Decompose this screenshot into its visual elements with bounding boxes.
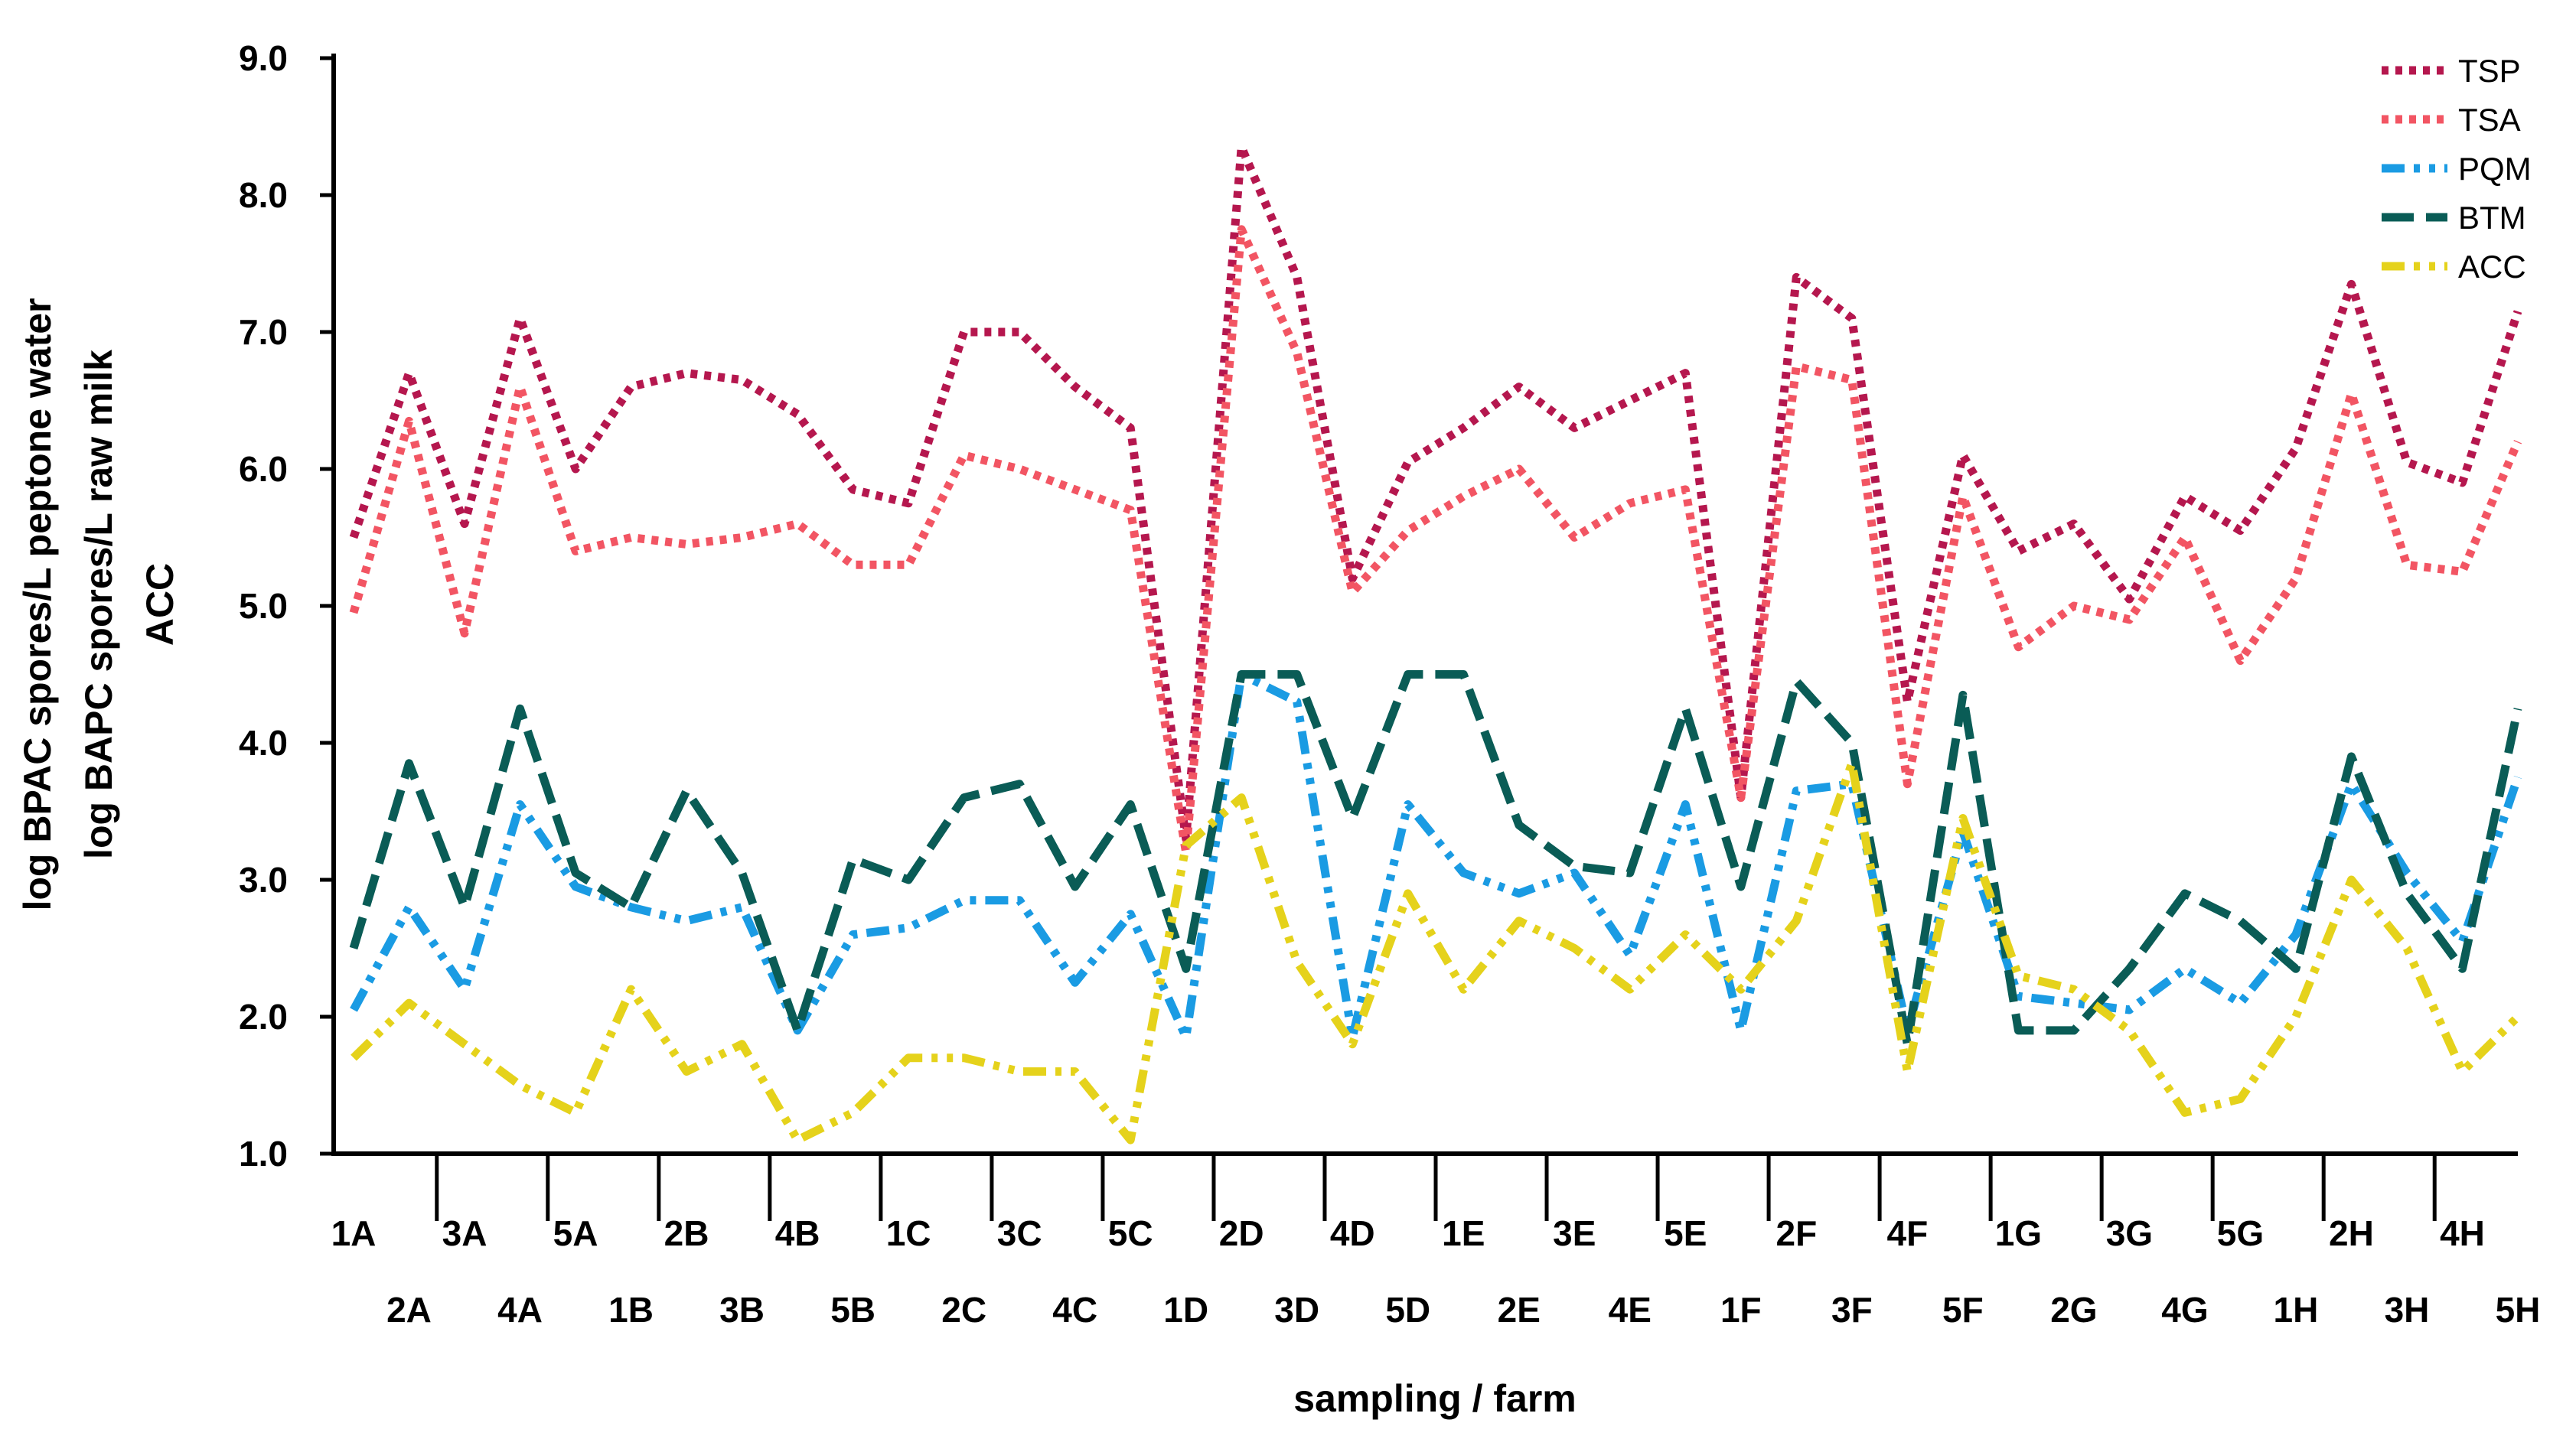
x-tick-label: 5B	[830, 1290, 876, 1330]
x-tick-label: 3B	[719, 1290, 765, 1330]
x-tick-label: 1G	[1995, 1213, 2042, 1253]
legend: TSP TSA PQM BTM ACC	[2382, 53, 2532, 285]
x-tick-label: 1E	[1442, 1213, 1485, 1253]
series-line-tsa	[349, 225, 2522, 857]
legend-label-tsp: TSP	[2458, 53, 2521, 89]
x-tick-label: 4C	[1052, 1290, 1097, 1330]
x-tick-label: 1C	[886, 1213, 931, 1253]
y-tick-label: 7.0	[239, 312, 288, 352]
x-tick-label: 5F	[1942, 1290, 1984, 1330]
x-tick-label: 5A	[553, 1213, 598, 1253]
x-tick-label: 4G	[2161, 1290, 2208, 1330]
x-tick-label: 1A	[331, 1213, 377, 1253]
x-tick-label: 1D	[1163, 1290, 1208, 1330]
x-tick-label: 1B	[608, 1290, 654, 1330]
y-ticks: 1.0 2.0 3.0 4.0 5.0 6.0 7.0 8.0 9.0	[239, 38, 334, 1174]
x-tick-label: 2H	[2329, 1213, 2374, 1253]
y-axis-title-line-2: log BAPC spores/L raw milk	[77, 350, 120, 859]
series-line-tsp	[349, 142, 2522, 843]
y-tick-label: 9.0	[239, 38, 288, 78]
x-tick-label: 4D	[1330, 1213, 1375, 1253]
x-tick-label: 2E	[1498, 1290, 1541, 1330]
x-tick-label: 1H	[2274, 1290, 2319, 1330]
series-line-acc	[351, 759, 2521, 1145]
x-tick-label: 3C	[997, 1213, 1042, 1253]
legend-label-acc: ACC	[2458, 249, 2526, 285]
x-tick-label: 5C	[1108, 1213, 1153, 1253]
y-tick-label: 3.0	[239, 860, 288, 900]
y-tick-label: 6.0	[239, 449, 288, 489]
x-tick-label: 3F	[1831, 1290, 1873, 1330]
x-tick-label: 2D	[1219, 1213, 1264, 1253]
x-axis-title: sampling / farm	[1293, 1377, 1577, 1420]
x-tick-label: 5D	[1385, 1290, 1430, 1330]
x-tick-label: 4F	[1887, 1213, 1929, 1253]
y-tick-label: 8.0	[239, 175, 288, 215]
x-tick-label: 2C	[941, 1290, 986, 1330]
y-tick-label: 4.0	[239, 723, 288, 763]
series-line-pqm	[350, 670, 2522, 1042]
x-tick-label: 4H	[2440, 1213, 2485, 1253]
x-tick-label: 2A	[386, 1290, 432, 1330]
x-tick-label: 4B	[775, 1213, 820, 1253]
x-tick-label: 2B	[664, 1213, 709, 1253]
legend-label-pqm: PQM	[2458, 151, 2532, 187]
legend-label-tsa: TSA	[2458, 102, 2521, 138]
y-tick-label: 1.0	[239, 1134, 288, 1174]
series-line-btm	[349, 670, 2522, 1049]
axes-layer	[331, 54, 2518, 1156]
x-tick-label: 4E	[1609, 1290, 1652, 1330]
x-tick-label: 1F	[1720, 1290, 1762, 1330]
y-tick-label: 5.0	[239, 586, 288, 626]
x-tick-label: 2F	[1775, 1213, 1817, 1253]
x-tick-label: 4A	[497, 1290, 543, 1330]
y-axis-title: log BPAC spores/L peptone water log BAPC…	[16, 298, 181, 910]
y-axis-title-line-1: log BPAC spores/L peptone water	[16, 298, 59, 910]
x-tick-label: 3G	[2106, 1213, 2153, 1253]
y-tick-label: 2.0	[239, 997, 288, 1037]
x-tick-label: 3A	[442, 1213, 487, 1253]
x-tick-label: 3H	[2385, 1290, 2430, 1330]
x-tick-label: 5G	[2217, 1213, 2264, 1253]
y-axis-title-line-3: ACC	[139, 563, 181, 646]
x-tick-label: 3D	[1274, 1290, 1319, 1330]
legend-label-btm: BTM	[2458, 200, 2526, 236]
x-tick-label: 5H	[2496, 1290, 2541, 1330]
x-tick-label: 5E	[1664, 1213, 1707, 1253]
x-tick-label: 2G	[2050, 1290, 2097, 1330]
series-layer	[349, 142, 2522, 1145]
x-tick-label: 3E	[1553, 1213, 1596, 1253]
